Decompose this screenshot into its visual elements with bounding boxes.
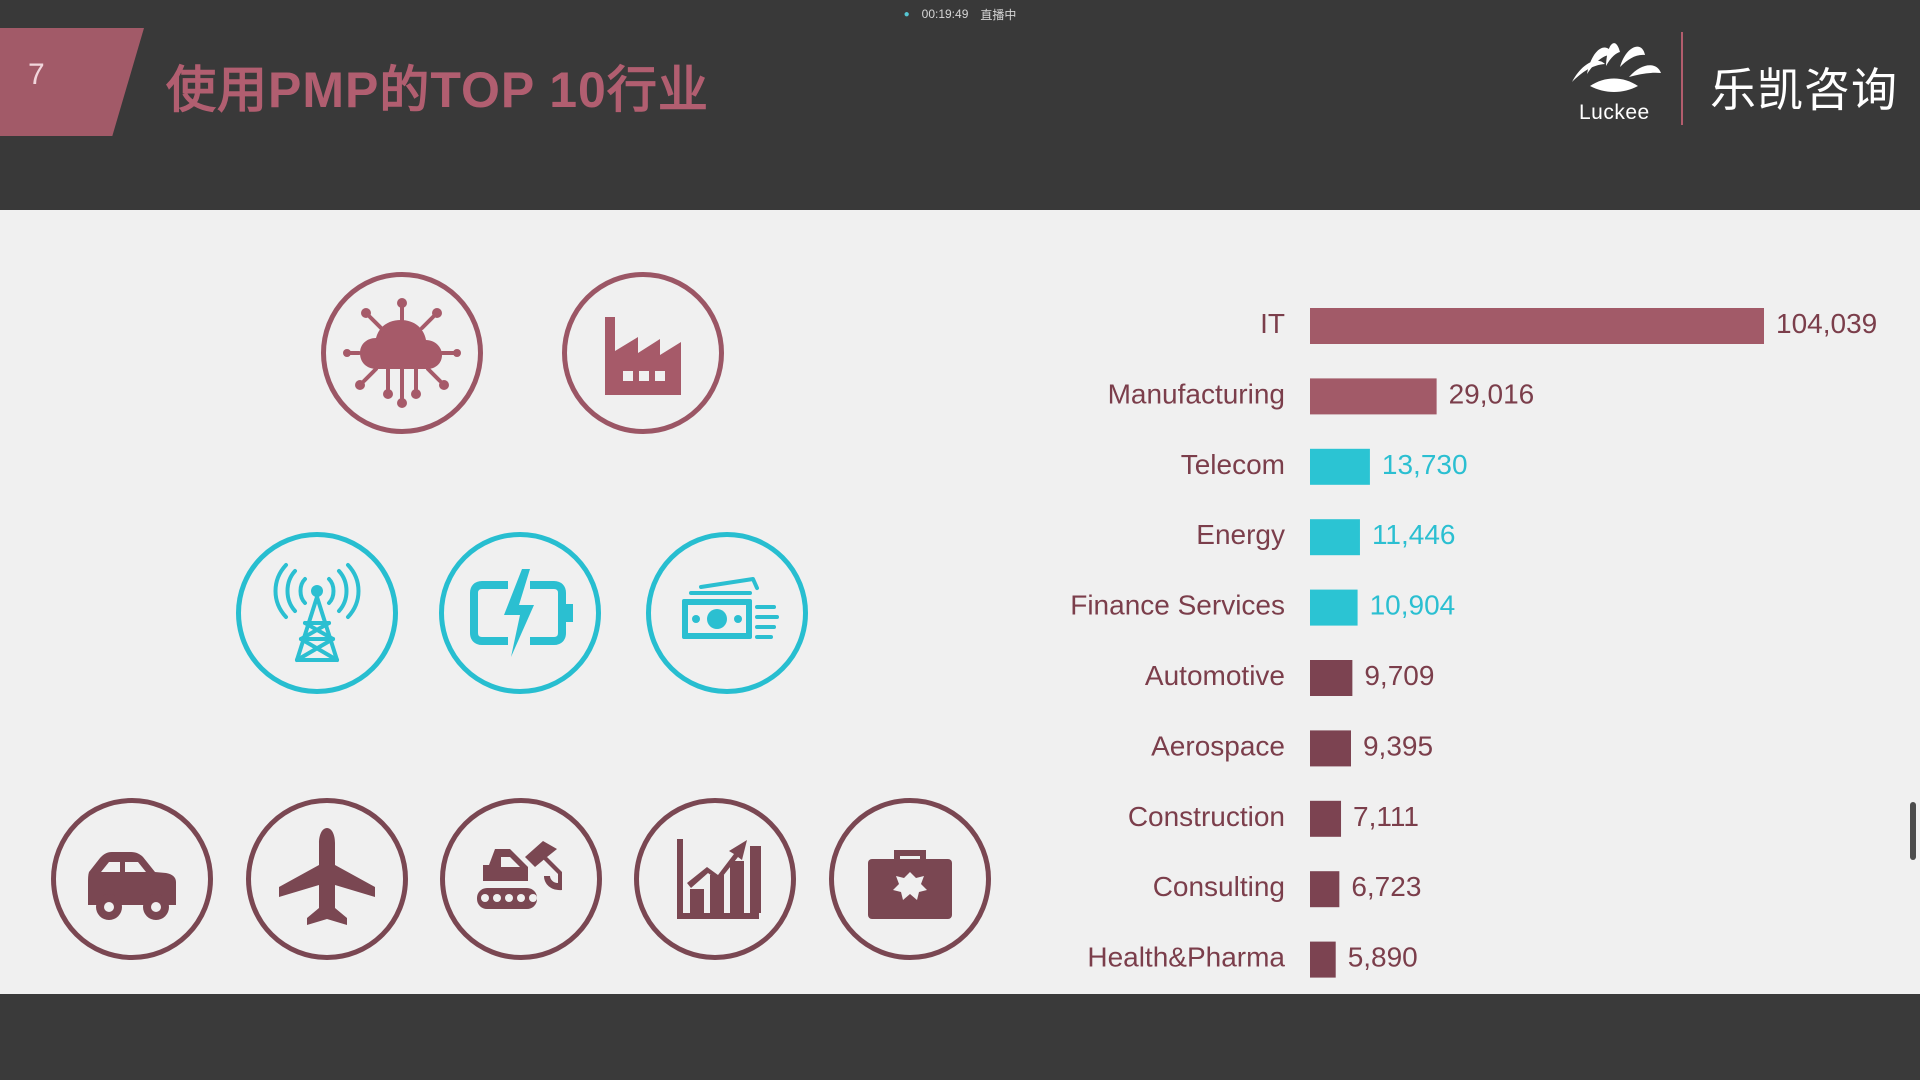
category-label: Manufacturing bbox=[1108, 378, 1285, 409]
bar bbox=[1310, 589, 1358, 626]
category-label: Health&Pharma bbox=[1087, 942, 1285, 973]
bar bbox=[1310, 378, 1437, 415]
vertical-scrollbar[interactable] bbox=[1910, 802, 1916, 860]
radio-tower-icon bbox=[273, 563, 361, 662]
bar bbox=[1310, 730, 1351, 767]
health-icon-circle bbox=[829, 798, 991, 960]
finance-icon-circle bbox=[646, 532, 808, 694]
growth-chart-icon bbox=[677, 839, 761, 919]
automotive-icon-circle bbox=[51, 798, 213, 960]
top-status-time: 00:19:49 bbox=[921, 7, 969, 21]
airplane-icon bbox=[279, 828, 375, 925]
category-label: IT bbox=[1260, 308, 1285, 339]
bar bbox=[1310, 660, 1353, 696]
battery-charging-icon bbox=[470, 569, 573, 657]
category-label: Automotive bbox=[1145, 660, 1285, 691]
car-icon bbox=[88, 852, 176, 920]
value-label: 29,016 bbox=[1449, 378, 1535, 409]
bar bbox=[1310, 519, 1360, 556]
bar bbox=[1310, 800, 1342, 837]
value-label: 13,730 bbox=[1382, 449, 1468, 480]
brand-divider bbox=[1681, 32, 1683, 125]
category-label: Consulting bbox=[1153, 871, 1285, 902]
cloud-network-icon bbox=[343, 298, 461, 408]
it-icon-circle bbox=[321, 272, 483, 434]
category-label: Aerospace bbox=[1151, 730, 1285, 761]
bar bbox=[1310, 448, 1370, 485]
medical-kit-icon bbox=[868, 850, 952, 919]
brand-subtitle: Luckee bbox=[1579, 101, 1650, 124]
category-label: Telecom bbox=[1181, 449, 1285, 480]
slide-number: 7 bbox=[28, 58, 46, 91]
page-title: 使用PMP的TOP 10行业 bbox=[166, 62, 709, 118]
money-icon bbox=[682, 577, 779, 639]
top-status-text: 直播中 bbox=[980, 7, 1017, 22]
bar bbox=[1310, 308, 1764, 344]
construction-icon-circle bbox=[440, 798, 602, 960]
value-label: 5,890 bbox=[1348, 942, 1418, 973]
bar bbox=[1310, 871, 1340, 908]
value-label: 9,395 bbox=[1363, 730, 1433, 761]
brand-name: 乐凯咨询 bbox=[1710, 64, 1898, 116]
category-label: Construction bbox=[1128, 801, 1285, 832]
value-label: 11,446 bbox=[1372, 519, 1456, 550]
live-indicator-icon: ● bbox=[903, 8, 910, 20]
value-label: 7,111 bbox=[1353, 801, 1419, 832]
value-label: 104,039 bbox=[1776, 308, 1877, 339]
brand-logo-icon bbox=[1572, 43, 1661, 92]
category-label: Finance Services bbox=[1070, 590, 1285, 621]
category-label: Energy bbox=[1196, 519, 1285, 550]
manufacturing-icon-circle bbox=[562, 272, 724, 434]
factory-icon bbox=[605, 317, 681, 395]
value-label: 9,709 bbox=[1364, 660, 1434, 691]
bar bbox=[1310, 941, 1336, 978]
slide-header bbox=[0, 0, 1920, 210]
value-label: 10,904 bbox=[1370, 590, 1456, 621]
industry-bar-chart-svg: IT 104,039 Manufacturing 29,016 Telecom 13,73… bbox=[1070, 308, 1877, 978]
industry-bar-chart: IT 104,039 Manufacturing 29,016 Telecom 13,73… bbox=[1020, 260, 1900, 980]
value-label: 6,723 bbox=[1351, 871, 1421, 902]
telecom-icon-circle bbox=[236, 532, 398, 694]
top-status-bar: ● 00:19:49 直播中 bbox=[0, 0, 1920, 28]
excavator-icon bbox=[477, 841, 562, 909]
aerospace-icon-circle bbox=[246, 798, 408, 960]
bottom-band bbox=[0, 994, 1920, 1080]
consulting-icon-circle bbox=[634, 798, 796, 960]
energy-icon-circle bbox=[439, 532, 601, 694]
